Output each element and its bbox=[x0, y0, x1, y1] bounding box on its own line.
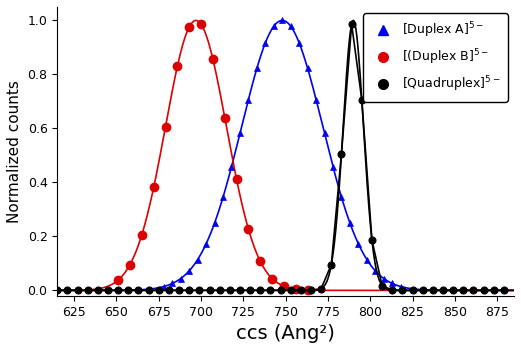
Y-axis label: Normalized counts: Normalized counts bbox=[7, 80, 22, 223]
X-axis label: ccs (Ang²): ccs (Ang²) bbox=[236, 324, 335, 343]
Legend: [Duplex A]$^{5-}$, [(Duplex B]$^{5-}$, [Quadruplex]$^{5-}$: [Duplex A]$^{5-}$, [(Duplex B]$^{5-}$, [… bbox=[363, 13, 508, 102]
